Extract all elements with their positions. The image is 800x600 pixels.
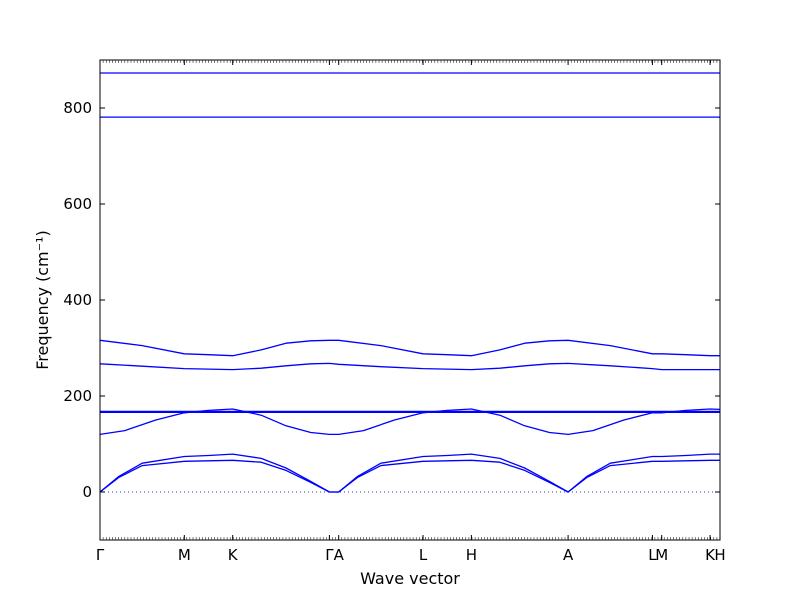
x-tick-label: L	[419, 546, 428, 564]
band-line-2	[99, 453, 720, 493]
x-tick-label: A	[563, 546, 574, 564]
x-tick-label: H	[714, 546, 725, 564]
x-tick-label: L	[648, 546, 657, 564]
x-tick-label: Γ	[325, 546, 334, 564]
x-tick-label: H	[466, 546, 477, 564]
y-tick-label: 800	[63, 99, 92, 117]
x-tick-label: M	[178, 546, 191, 564]
y-tick-label: 200	[63, 387, 92, 405]
x-axis: Γ M K Γ A L H A LM K H	[96, 60, 726, 564]
y-axis-label: Frequency (cm⁻¹)	[33, 230, 52, 369]
band-line-7	[99, 339, 720, 357]
y-axis: 0 200 400 600 800	[63, 99, 720, 501]
x-tick-label: Γ	[96, 546, 105, 564]
y-tick-label: 0	[82, 483, 92, 501]
y-tick-label: 400	[63, 291, 92, 309]
x-tick-label: K	[705, 546, 716, 564]
x-axis-label: Wave vector	[360, 569, 460, 588]
y-tick-label: 600	[63, 195, 92, 213]
band-line-6	[99, 362, 720, 371]
x-tick-label: A	[334, 546, 345, 564]
x-tick-label: M	[655, 546, 668, 564]
band-line-1	[99, 459, 720, 493]
x-tick-label: K	[228, 546, 239, 564]
